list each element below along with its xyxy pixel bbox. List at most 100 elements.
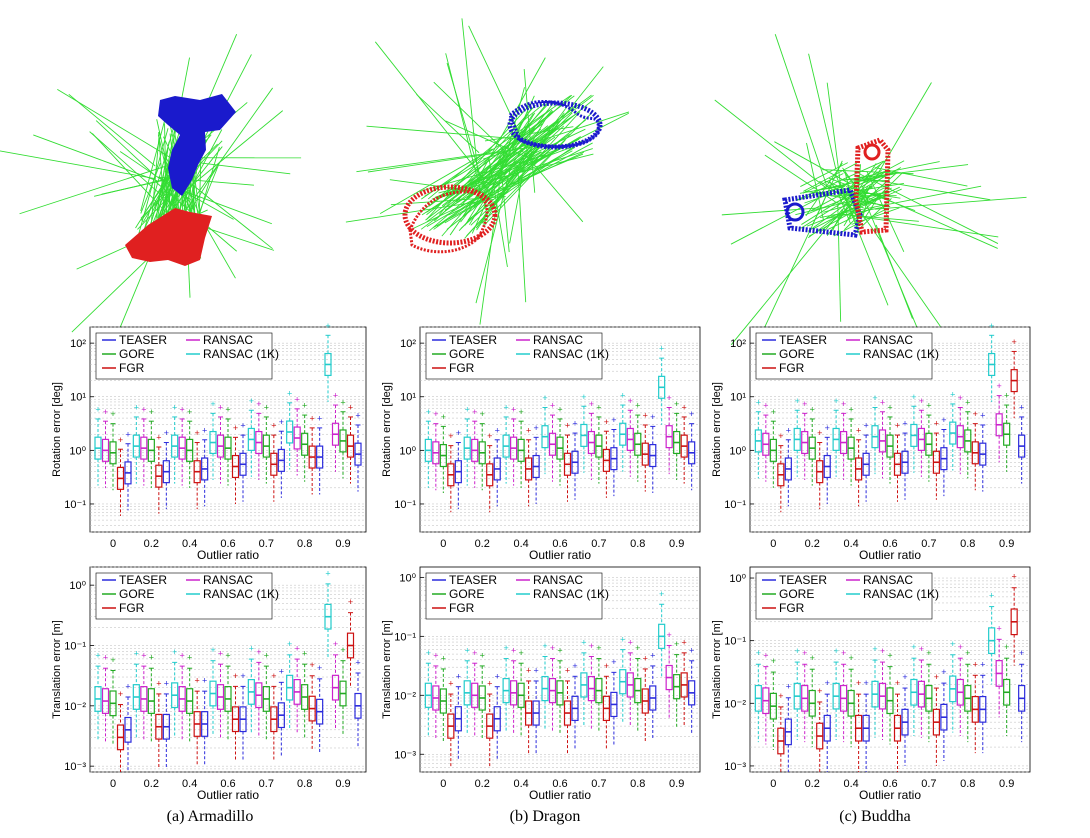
inlier-line — [807, 185, 873, 232]
x-tick-label: 0.8 — [960, 538, 975, 550]
outlier-marker: + — [333, 391, 338, 401]
x-tick-label: 0 — [770, 778, 776, 790]
x-tick-label: 0.4 — [843, 538, 858, 550]
outlier-marker: + — [643, 411, 648, 421]
outlier-line — [174, 170, 273, 250]
legend-label: GORE — [449, 347, 484, 361]
x-tick-label: 0.4 — [843, 778, 858, 790]
outlier-marker: + — [511, 645, 516, 655]
outlier-marker: + — [786, 425, 791, 435]
x-tick-label: 0.7 — [259, 538, 274, 550]
outlier-marker: + — [448, 679, 453, 689]
x-tick-label: 0.7 — [921, 778, 936, 790]
outlier-line — [808, 53, 837, 169]
outlier-line — [68, 93, 156, 167]
outlier-line — [518, 146, 584, 223]
legend-label: RANSAC — [863, 333, 913, 347]
x-tick-label: 0.7 — [921, 538, 936, 550]
outlier-marker: + — [542, 641, 547, 651]
outlier-marker: + — [433, 409, 438, 419]
outlier-marker: + — [317, 663, 322, 673]
inlier-line — [839, 192, 890, 195]
x-tick-label: 0.8 — [960, 778, 975, 790]
outlier-marker: + — [604, 661, 609, 671]
dragon-target-detail — [408, 190, 489, 254]
outlier-marker: + — [317, 413, 322, 423]
outlier-marker: + — [218, 649, 223, 659]
outlier-marker: + — [557, 645, 562, 655]
outlier-line — [874, 196, 1027, 210]
outlier-marker: + — [1004, 391, 1009, 401]
outlier-marker: + — [926, 401, 931, 411]
outlier-marker: + — [572, 661, 577, 671]
x-tick-label: 0.9 — [999, 778, 1014, 790]
outlier-marker: + — [225, 405, 230, 415]
outlier-marker: + — [149, 407, 154, 417]
legend-label: TEASER — [119, 333, 167, 347]
outlier-marker: + — [134, 403, 139, 413]
outlier-marker: + — [902, 672, 907, 682]
rotation-error-armadillo-plot: 10⁻¹ 10⁰ 10¹ 10² 0 0.2 0.4 0.6 0.7 0.8 0.9 Outlier … — [51, 321, 367, 562]
outlier-marker: + — [817, 428, 822, 438]
x-tick-label: 0 — [110, 538, 116, 550]
outlier-marker: + — [426, 407, 431, 417]
outlier-marker: + — [841, 399, 846, 409]
inlier-line — [862, 195, 870, 218]
x-tick-label: 0.7 — [591, 778, 606, 790]
correspondence-lines — [345, 18, 630, 325]
outlier-line — [866, 171, 905, 253]
legend-label: FGR — [449, 601, 475, 615]
y-axis-label: Translation error [m] — [381, 620, 393, 719]
outlier-marker: + — [103, 407, 108, 417]
legend-label: RANSAC (1K) — [863, 587, 939, 601]
outlier-marker: + — [456, 671, 461, 681]
x-tick-label: 0.2 — [805, 778, 820, 790]
legend-label: TEASER — [779, 333, 827, 347]
y-tick-label: 10⁰ — [399, 572, 416, 584]
x-axis-label: Outlier ratio — [859, 548, 921, 562]
legend-label: RANSAC — [533, 333, 583, 347]
outlier-line — [714, 99, 828, 189]
outlier-marker: + — [581, 637, 586, 647]
legend-box — [755, 332, 933, 380]
y-tick-label: 10¹ — [730, 392, 746, 404]
legend-label: RANSAC — [203, 573, 253, 587]
outlier-marker: + — [302, 649, 307, 659]
outlier-marker: + — [965, 397, 970, 407]
outlier-line — [826, 82, 842, 186]
y-tick-label: 10² — [730, 338, 746, 350]
outlier-marker: + — [1019, 403, 1024, 413]
outlier-marker: + — [187, 653, 192, 663]
x-axis-label: Outlier ratio — [197, 548, 259, 562]
legend-label: RANSAC — [863, 573, 913, 587]
outlier-line — [517, 172, 527, 303]
dragon-registration-image — [345, 18, 630, 325]
inlier-line — [140, 112, 168, 212]
legend-box — [425, 332, 603, 380]
legend-label: TEASER — [779, 573, 827, 587]
buddha-target-head — [863, 143, 881, 161]
outlier-marker: + — [667, 630, 672, 640]
outlier-marker: + — [348, 403, 353, 413]
outlier-marker: + — [1012, 572, 1017, 582]
outlier-marker: + — [941, 415, 946, 425]
outlier-marker: + — [180, 651, 185, 661]
correspondence-lines — [0, 34, 302, 337]
outlier-marker: + — [533, 423, 538, 433]
outlier-marker: + — [667, 393, 672, 403]
outlier-line — [868, 178, 991, 201]
outlier-marker: + — [958, 393, 963, 403]
outlier-marker: + — [180, 405, 185, 415]
outlier-marker: + — [202, 425, 207, 435]
x-tick-label: 0.4 — [182, 538, 197, 550]
outlier-line — [0, 150, 156, 180]
inlier-line — [813, 173, 895, 192]
outlier-marker: + — [872, 644, 877, 654]
outlier-marker: + — [572, 419, 577, 429]
outlier-marker: + — [325, 568, 330, 578]
x-tick-label: 0 — [770, 538, 776, 550]
outlier-marker: + — [141, 651, 146, 661]
outlier-marker: + — [134, 649, 139, 659]
inlier-line — [426, 123, 544, 216]
outlier-marker: + — [433, 651, 438, 661]
